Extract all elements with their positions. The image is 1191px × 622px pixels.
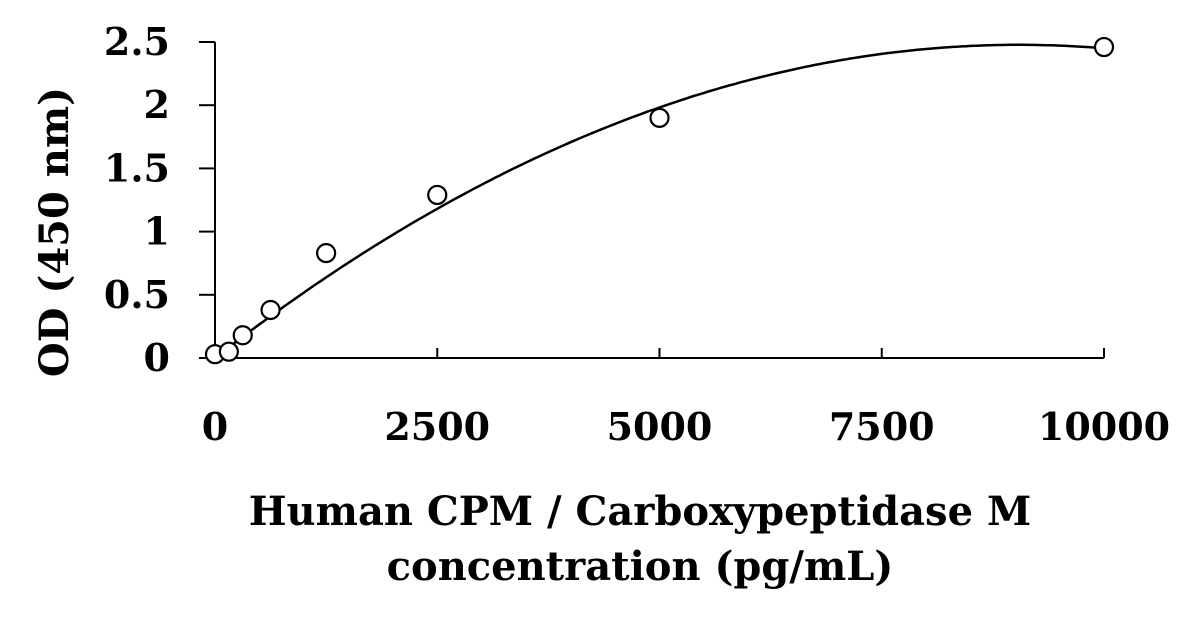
y-tick-label: 1.5 — [104, 145, 170, 190]
y-tick-label: 2 — [144, 82, 170, 127]
y-tick-label: 2.5 — [104, 19, 170, 64]
data-point — [232, 325, 253, 346]
y-axis: 0 0.5 1 1.5 2 2.5 — [104, 19, 216, 380]
x-tick-label: 7500 — [829, 404, 935, 449]
x-tick-label: 2500 — [384, 404, 490, 449]
fit-curve — [214, 43, 1105, 359]
fit-curve-line — [214, 43, 1105, 359]
axis-titles: Human CPM / Carboxypeptidase M concentra… — [31, 87, 1031, 590]
x-axis-title-line-2: concentration (pg/mL) — [387, 543, 894, 590]
x-axis: 0 2500 5000 7500 10000 — [202, 348, 1170, 449]
data-points — [204, 36, 1115, 365]
data-point — [427, 184, 448, 206]
y-tick-label: 1 — [144, 209, 170, 254]
data-point — [218, 341, 239, 362]
data-point — [316, 242, 337, 264]
y-tick-label: 0.5 — [104, 272, 170, 317]
data-point — [260, 299, 281, 321]
x-tick-label: 5000 — [607, 404, 713, 449]
x-tick-label: 0 — [202, 404, 228, 449]
y-axis-title: OD (450 nm) — [31, 87, 78, 377]
x-axis-title-line-1: Human CPM / Carboxypeptidase M — [249, 488, 1031, 535]
y-tick-label: 0 — [144, 335, 170, 380]
data-point — [649, 107, 670, 128]
x-tick-label: 10000 — [1038, 404, 1170, 449]
data-point — [1093, 36, 1115, 58]
